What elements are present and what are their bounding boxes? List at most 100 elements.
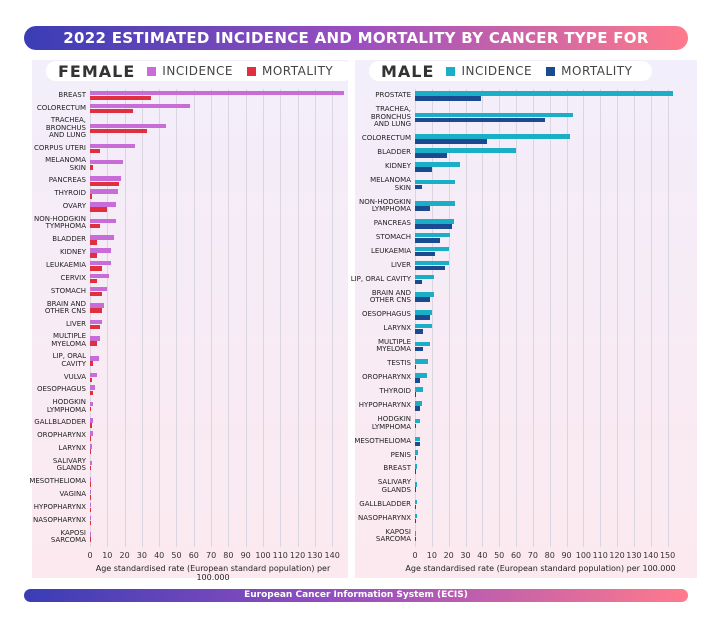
category-label: SALIVARY GLANDS xyxy=(377,478,411,494)
bar xyxy=(90,194,92,199)
bar xyxy=(90,495,91,500)
legend-swatch xyxy=(247,66,256,76)
bar xyxy=(90,260,111,266)
bar xyxy=(415,423,416,429)
bar xyxy=(90,423,92,428)
bar xyxy=(415,469,416,474)
bar xyxy=(90,401,94,407)
bar xyxy=(90,303,104,308)
panel-title: FEMALE xyxy=(58,61,136,81)
bar xyxy=(415,329,424,334)
bar xyxy=(415,91,673,96)
grid-line xyxy=(499,89,501,547)
category-label: BRAIN AND OTHER CNS xyxy=(44,299,86,315)
bar xyxy=(415,436,421,442)
x-tick-label: 50 xyxy=(494,551,505,560)
category-label: HODGKIN LYMPHOMA xyxy=(46,398,86,414)
x-axis-label: Age standardised rate (European standard… xyxy=(95,564,331,582)
bar xyxy=(90,240,97,245)
bar xyxy=(415,392,416,397)
bar xyxy=(415,346,424,352)
category-label: NON-HODGKIN TYMPHOMA xyxy=(34,214,86,231)
category-label: MESOTHELIOMA xyxy=(354,436,411,445)
grid-line xyxy=(228,89,230,547)
bar xyxy=(415,274,434,280)
category-label: KIDNEY xyxy=(60,248,86,257)
category-label: STOMACH xyxy=(50,286,86,295)
category-label: MULTIPLE MYELOMA xyxy=(51,332,86,348)
category-label: LIP, ORAL CAVITY xyxy=(52,352,86,368)
bar xyxy=(415,139,488,144)
bar xyxy=(415,418,421,424)
category-label: KIDNEY xyxy=(385,162,411,171)
category-label: LIVER xyxy=(390,260,411,269)
category-label: KAPOSI SARCOMA xyxy=(50,528,86,544)
footer: European Cancer Information System (ECIS… xyxy=(24,589,688,602)
bar xyxy=(90,477,92,482)
grid-line xyxy=(431,89,433,547)
bar xyxy=(415,206,431,211)
x-tick-label: 70 xyxy=(205,551,217,560)
grid-line xyxy=(617,89,619,547)
grid-line xyxy=(262,89,264,547)
bar xyxy=(90,278,97,284)
bar xyxy=(90,181,120,187)
category-label: LIVER xyxy=(65,319,86,328)
bar xyxy=(90,406,91,412)
legend-swatch xyxy=(147,66,157,76)
bar xyxy=(90,128,148,134)
legend-label: INCIDENCE xyxy=(461,64,533,78)
bar xyxy=(415,246,449,252)
x-tick-label: 70 xyxy=(527,551,538,560)
bar xyxy=(415,265,446,271)
category-label: VAGINA xyxy=(59,489,86,498)
bar xyxy=(90,108,134,114)
bar xyxy=(90,159,123,165)
x-tick-label: 20 xyxy=(119,551,130,560)
grid-line xyxy=(667,89,669,547)
x-tick-label: 80 xyxy=(223,551,234,560)
bar xyxy=(415,134,570,139)
category-label: BRAIN AND OTHER CNS xyxy=(369,288,411,305)
bar xyxy=(90,341,97,346)
bar xyxy=(415,450,418,455)
category-label: COLORECTUM xyxy=(36,103,86,112)
panel xyxy=(32,60,348,578)
x-tick-label: 130 xyxy=(307,551,323,560)
x-tick-label: 90 xyxy=(240,551,251,560)
category-label: MESOTHELIOMA xyxy=(29,477,86,486)
x-tick-label: 90 xyxy=(561,551,572,560)
category-label: CERVIX xyxy=(60,273,86,282)
category-label: OROPHARYNX xyxy=(362,373,411,382)
bar xyxy=(90,385,96,390)
bar xyxy=(90,95,151,101)
bar xyxy=(415,184,422,190)
category-label: TESTIS xyxy=(387,359,411,368)
category-label: LEUKAEMIA xyxy=(370,246,411,255)
bar xyxy=(415,297,431,302)
x-tick-label: 140 xyxy=(643,551,659,560)
x-tick-label: 80 xyxy=(544,551,555,560)
x-tick-label: 110 xyxy=(592,551,608,560)
grid-line xyxy=(650,89,652,547)
bar xyxy=(90,273,110,279)
category-label: GALLBLADDER xyxy=(359,499,411,508)
bar xyxy=(415,406,421,411)
category-label: COLORECTUM xyxy=(361,134,411,143)
bar xyxy=(90,507,91,513)
x-tick-label: 140 xyxy=(324,551,340,560)
category-label: PENIS xyxy=(390,450,411,459)
bar xyxy=(415,401,422,406)
bar xyxy=(415,341,431,347)
bar xyxy=(90,123,167,129)
bar xyxy=(415,224,453,229)
category-label: LARYNX xyxy=(58,444,86,453)
grid-line xyxy=(633,89,635,547)
category-label: LIP, ORAL CAVITY xyxy=(350,274,411,283)
bar xyxy=(90,336,101,341)
legend: FEMALE INCIDENCE MORTALITY xyxy=(46,61,354,81)
bar xyxy=(90,176,122,181)
bar xyxy=(90,223,101,229)
grid-line xyxy=(600,89,602,547)
